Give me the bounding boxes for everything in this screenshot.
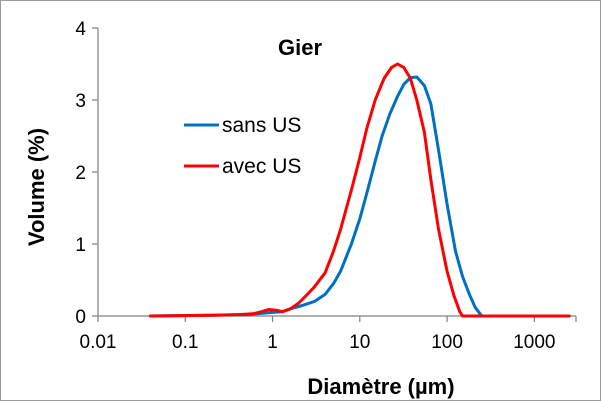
y-tick-label: 2: [75, 163, 86, 184]
y-ticks-group: 0 1 2 3 4: [75, 19, 98, 328]
x-axis-title: Diamètre (µm): [307, 374, 454, 399]
chart-title: Gier: [278, 35, 322, 60]
x-tick-label: 0.01: [80, 332, 117, 353]
y-axis-title: Volume (%): [24, 128, 49, 246]
legend: sans US avec US: [184, 114, 301, 178]
y-tick-label: 1: [75, 235, 86, 256]
x-tick-label: 1: [267, 332, 278, 353]
x-ticks-group: 0.01 0.1 1 10 100 1000: [80, 316, 577, 353]
series-line-sans-us: [149, 75, 571, 318]
x-tick-label: 0.1: [172, 332, 198, 353]
axes-group: [97, 28, 576, 317]
x-tick-label: 10: [349, 332, 370, 353]
series-line-avec-us: [149, 62, 571, 318]
y-tick-label: 3: [75, 91, 86, 112]
x-tick-label: 1000: [513, 332, 555, 353]
legend-label-sans-us: sans US: [222, 114, 301, 137]
y-tick-label: 4: [75, 19, 86, 40]
x-tick-label: 100: [431, 332, 463, 353]
series-layer: [149, 62, 571, 318]
legend-label-avec-us: avec US: [222, 155, 301, 178]
y-tick-label: 0: [75, 307, 86, 328]
